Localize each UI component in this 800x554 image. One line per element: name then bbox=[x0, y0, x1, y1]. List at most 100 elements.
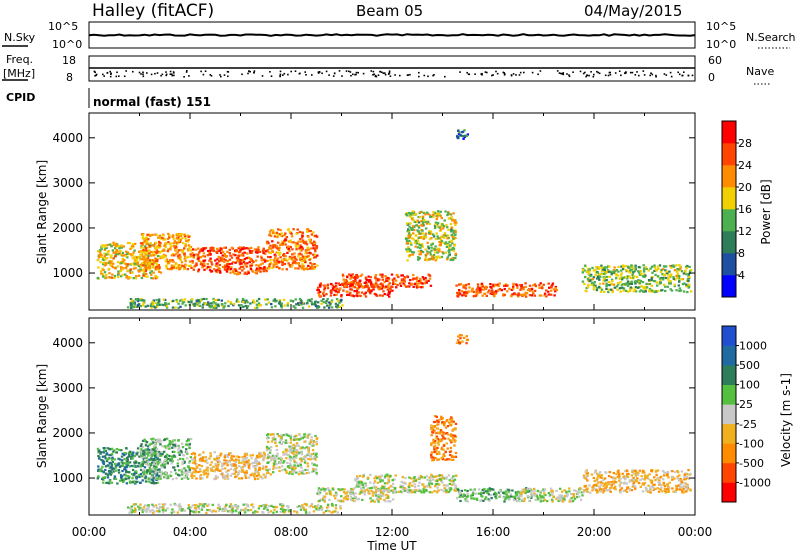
heatmap-cell bbox=[110, 260, 114, 263]
heatmap-cell bbox=[143, 471, 146, 474]
heatmap-cell bbox=[377, 287, 380, 290]
heatmap-cell bbox=[659, 278, 662, 281]
heatmap-cell bbox=[356, 498, 359, 501]
heatmap-cell bbox=[137, 462, 141, 465]
heatmap-cell bbox=[631, 287, 634, 290]
heatmap-cell bbox=[252, 461, 255, 464]
nave-point bbox=[171, 74, 173, 77]
heatmap-cell bbox=[139, 450, 143, 453]
heatmap-cell bbox=[226, 263, 229, 266]
heatmap-cell bbox=[158, 270, 161, 273]
heatmap-cell bbox=[159, 477, 162, 480]
heatmap-cell bbox=[161, 234, 165, 237]
heatmap-cell bbox=[581, 268, 585, 271]
heatmap-cell bbox=[528, 284, 532, 287]
heatmap-cell bbox=[307, 471, 311, 474]
heatmap-cell bbox=[154, 306, 157, 309]
heatmap-cell bbox=[314, 458, 317, 461]
heatmap-cell bbox=[266, 449, 269, 452]
y-tick-label: 3000 bbox=[52, 176, 83, 190]
colorbar-swatch bbox=[722, 143, 736, 166]
heatmap-cell bbox=[327, 487, 330, 490]
heatmap-cell bbox=[679, 289, 683, 292]
nave-point bbox=[556, 70, 559, 72]
heatmap-cell bbox=[362, 491, 365, 494]
heatmap-cell bbox=[313, 266, 317, 269]
heatmap-cell bbox=[300, 451, 303, 454]
heatmap-cell bbox=[264, 252, 267, 255]
heatmap-cell bbox=[194, 253, 198, 256]
heatmap-cell bbox=[288, 449, 291, 452]
heatmap-cell bbox=[297, 452, 300, 455]
heatmap-cell bbox=[219, 473, 223, 476]
heatmap-cell bbox=[101, 470, 104, 473]
heatmap-cell bbox=[123, 452, 127, 455]
heatmap-cell bbox=[143, 300, 146, 303]
heatmap-cell bbox=[421, 282, 424, 285]
heatmap-cell bbox=[376, 498, 380, 501]
nave-point bbox=[287, 73, 289, 76]
heatmap-cell bbox=[293, 260, 296, 263]
heatmap-cell bbox=[510, 288, 514, 291]
heatmap-cell bbox=[408, 282, 411, 285]
heatmap-cell bbox=[191, 261, 194, 264]
heatmap-cell bbox=[123, 473, 126, 476]
heatmap-cell bbox=[156, 439, 159, 442]
nave-point bbox=[681, 74, 684, 77]
heatmap-cell bbox=[433, 226, 437, 230]
heatmap-cell bbox=[127, 462, 130, 465]
heatmap-cell bbox=[400, 274, 403, 277]
heatmap-cell bbox=[408, 285, 411, 288]
heatmap-cell bbox=[427, 279, 430, 282]
heatmap-cell bbox=[475, 292, 478, 295]
heatmap-cell bbox=[426, 484, 429, 488]
heatmap-cell bbox=[400, 280, 404, 283]
date-title: 04/May/2015 bbox=[584, 2, 682, 20]
heatmap-cell bbox=[98, 470, 102, 473]
heatmap-cell bbox=[119, 253, 123, 256]
heatmap-cell bbox=[365, 281, 368, 284]
heatmap-cell bbox=[445, 442, 448, 445]
heatmap-cell bbox=[436, 210, 440, 213]
heatmap-cell bbox=[669, 288, 672, 291]
heatmap-cell bbox=[181, 249, 185, 252]
heatmap-cell bbox=[391, 285, 394, 288]
heatmap-cell bbox=[272, 456, 276, 459]
heatmap-cell bbox=[450, 248, 453, 251]
heatmap-cell bbox=[340, 298, 343, 301]
heatmap-cell bbox=[361, 483, 364, 486]
nave-point bbox=[561, 73, 563, 75]
heatmap-cell bbox=[336, 499, 340, 502]
heatmap-cell bbox=[201, 456, 205, 459]
heatmap-cell bbox=[126, 458, 129, 461]
heatmap-cell bbox=[206, 262, 209, 266]
heatmap-cell bbox=[302, 302, 306, 305]
heatmap-cell bbox=[268, 230, 272, 233]
heatmap-cell bbox=[168, 234, 171, 237]
heatmap-cell bbox=[427, 484, 431, 487]
heatmap-cell bbox=[664, 285, 667, 288]
heatmap-cell bbox=[310, 301, 313, 304]
heatmap-cell bbox=[102, 261, 105, 264]
heatmap-cell bbox=[202, 252, 206, 255]
heatmap-cell bbox=[322, 497, 325, 500]
heatmap-cell bbox=[224, 453, 227, 456]
heatmap-cell bbox=[334, 497, 337, 500]
heatmap-cell bbox=[176, 458, 180, 462]
heatmap-cell bbox=[166, 444, 170, 447]
heatmap-cell bbox=[403, 489, 406, 492]
heatmap-cell bbox=[624, 276, 627, 279]
heatmap-cell bbox=[354, 280, 357, 283]
heatmap-cell bbox=[289, 239, 292, 242]
heatmap-cell bbox=[97, 475, 100, 478]
heatmap-cell bbox=[440, 224, 443, 228]
heatmap-cell bbox=[127, 241, 130, 245]
heatmap-cell bbox=[454, 428, 457, 431]
heatmap-cell bbox=[219, 271, 222, 274]
heatmap-cell bbox=[193, 265, 196, 268]
heatmap-cell bbox=[605, 285, 608, 288]
heatmap-cell bbox=[249, 257, 252, 260]
heatmap-cell bbox=[441, 223, 444, 226]
heatmap-cell bbox=[386, 288, 389, 291]
heatmap-cell bbox=[600, 264, 603, 267]
